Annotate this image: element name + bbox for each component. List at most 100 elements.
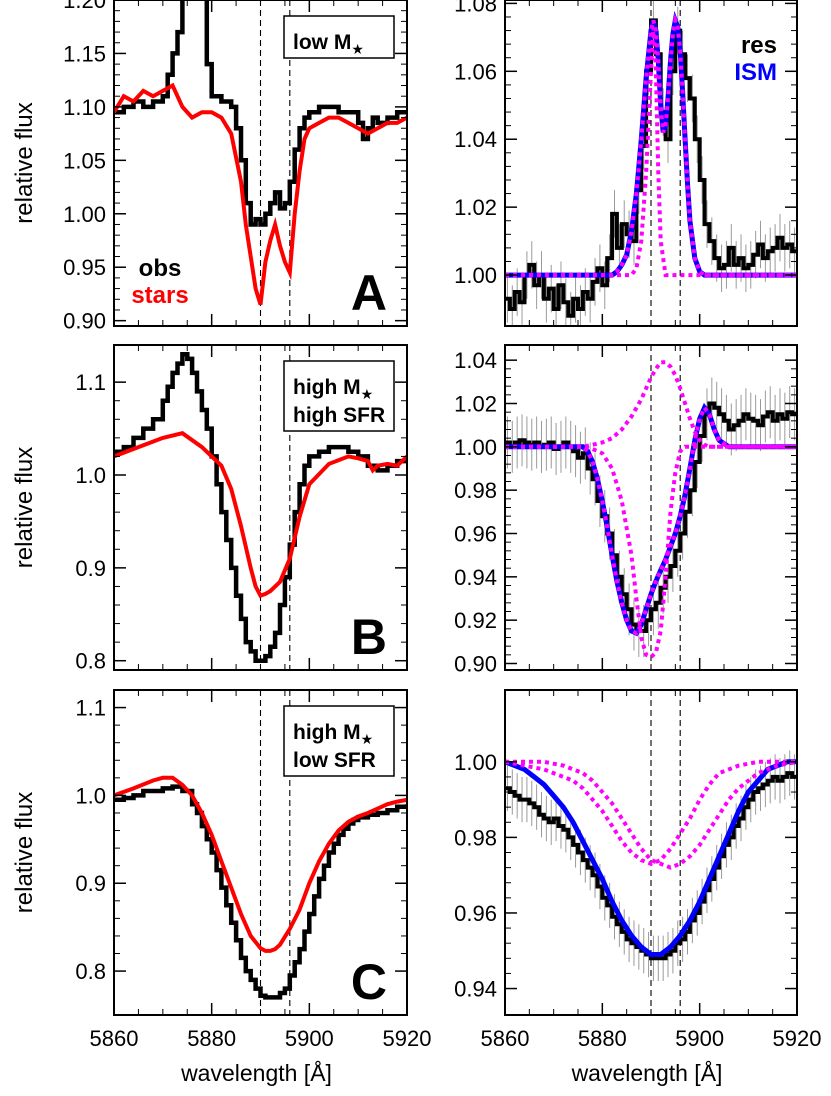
annotation-box: high M★high SFR: [283, 360, 395, 432]
plot-area: [114, 690, 407, 1015]
y-tick-label: 1.00: [454, 435, 497, 460]
annotation-subscript: ★: [351, 41, 364, 57]
series-obs-line: [114, 0, 407, 227]
plot-area: [505, 345, 797, 670]
annotation-line: high SFR: [293, 404, 385, 427]
series-obs-line: [114, 352, 407, 663]
axes: 0.90 0.95 1.00 1.05 1.10 1.15 1.20: [63, 0, 408, 334]
x-tick-label: 5880: [187, 1026, 236, 1051]
y-tick-label: 1.05: [63, 148, 106, 173]
y-tick-label: 0.9: [75, 871, 106, 896]
y-tick-label: 0.96: [454, 901, 497, 926]
y-tick-label: 1.08: [454, 0, 497, 16]
legend-entry-stars: stars: [131, 282, 188, 309]
y-tick-label: 1.1: [75, 696, 106, 721]
y-tick-label: 0.98: [454, 478, 497, 503]
x-tick-label: 5900: [285, 1026, 334, 1051]
annotation-prefix: high M: [293, 376, 361, 399]
series-component-line: [505, 27, 797, 278]
legend-entry-res: res: [741, 32, 777, 59]
series-stars-line: [114, 775, 407, 953]
axes: 0.8 0.9 1.0 1.1: [75, 345, 408, 674]
x-axis-label: wavelength [Å]: [571, 1059, 723, 1086]
series-ISM-line: [505, 759, 797, 957]
y-tick-label: 0.95: [63, 255, 106, 280]
legend-entry-ISM: ISM: [734, 59, 777, 86]
series-stars-line: [114, 431, 407, 599]
annotation-label: high M★: [293, 376, 373, 402]
y-tick-label: 0.8: [75, 959, 106, 984]
y-tick-label: 1.0: [75, 463, 106, 488]
y-axis-label: relative flux: [11, 102, 38, 223]
plot-area: [505, 690, 797, 1015]
panel-letter: C: [351, 954, 387, 1010]
y-tick-label: 1.02: [454, 392, 497, 417]
annotation-subscript: ★: [361, 731, 374, 747]
series-component-line: [505, 403, 797, 636]
panel-B-right: 0.90 0.92 0.94 0.96 0.98 1.00 1.02 1.04: [454, 344, 798, 677]
x-tick-label: 5860: [90, 1026, 139, 1051]
y-tick-label: 1.06: [454, 59, 497, 84]
series-component-line: [505, 759, 797, 866]
axes: 0.90 0.92 0.94 0.96 0.98 1.00 1.02 1.04: [454, 345, 798, 677]
y-axis-label: relative flux: [11, 447, 38, 568]
panel-A-left: 0.90 0.95 1.00 1.05 1.10 1.15 1.20 relative flu…: [11, 0, 408, 334]
y-tick-label: 1.00: [454, 263, 497, 288]
x-tick-label: 5860: [481, 1026, 530, 1051]
y-tick-label: 0.96: [454, 522, 497, 547]
y-tick-label: 0.94: [454, 977, 497, 1002]
y-tick-label: 0.98: [454, 825, 497, 850]
y-tick-label: 1.00: [454, 750, 497, 775]
y-tick-label: 0.90: [454, 652, 497, 677]
y-tick-label: 0.9: [75, 556, 106, 581]
series-component-line: [505, 759, 797, 870]
y-tick-label: 1.02: [454, 195, 497, 220]
y-tick-label: 0.92: [454, 608, 497, 633]
series-obs-line: [114, 784, 407, 1000]
plot-area: [114, 345, 407, 670]
panel-letter: A: [351, 265, 387, 321]
series-component-line: [505, 360, 797, 449]
annotation-label: high M★: [293, 721, 373, 747]
axes: 0.94 0.96 0.98 1.00 5860 5880 5900 5920: [454, 690, 821, 1051]
annotation-subscript: ★: [361, 386, 374, 402]
panel-C-left: 0.8 0.9 1.0 1.1 5860 5880 5900 5920 wavelength […: [11, 689, 431, 1086]
y-tick-label: 0.94: [454, 565, 497, 590]
legend-entry-obs: obs: [139, 255, 182, 282]
axes: 1.00 1.02 1.04 1.06 1.08: [454, 0, 798, 326]
x-axis-label: wavelength [Å]: [180, 1059, 332, 1086]
annotation-box: low M★: [283, 15, 395, 59]
y-tick-label: 1.04: [454, 127, 497, 152]
annotation-line: low SFR: [293, 749, 376, 772]
annotation-prefix: low M: [293, 31, 351, 54]
y-tick-label: 1.0: [75, 783, 106, 808]
panel-letter: B: [351, 609, 387, 665]
y-tick-label: 1.00: [63, 202, 106, 227]
annotation-frame: [283, 705, 395, 777]
y-tick-label: 1.1: [75, 370, 106, 395]
x-tick-label: 5920: [773, 1026, 822, 1051]
x-tick-label: 5880: [578, 1026, 627, 1051]
annotation-box: high M★low SFR: [283, 705, 395, 777]
series-stars-line: [114, 82, 407, 306]
x-tick-label: 5900: [675, 1026, 724, 1051]
annotation-prefix: high M: [293, 721, 361, 744]
x-tick-label: 5920: [383, 1026, 432, 1051]
annotation-label: low M★: [293, 31, 364, 57]
panel-C-right: 0.94 0.96 0.98 1.00 5860 5880 5900 5920 waveleng…: [454, 689, 821, 1086]
y-tick-label: 1.20: [63, 0, 106, 13]
y-tick-label: 1.10: [63, 95, 106, 120]
y-tick-label: 1.04: [454, 348, 497, 373]
y-tick-label: 1.15: [63, 41, 106, 66]
y-tick-label: 0.8: [75, 649, 106, 674]
axes: 0.8 0.9 1.0 1.1 5860 5880 5900 5920: [75, 690, 431, 1051]
plot-area: [505, 0, 797, 326]
annotation-frame: [283, 15, 395, 59]
y-tick-label: 0.90: [63, 309, 106, 334]
series-component-line: [505, 12, 797, 278]
